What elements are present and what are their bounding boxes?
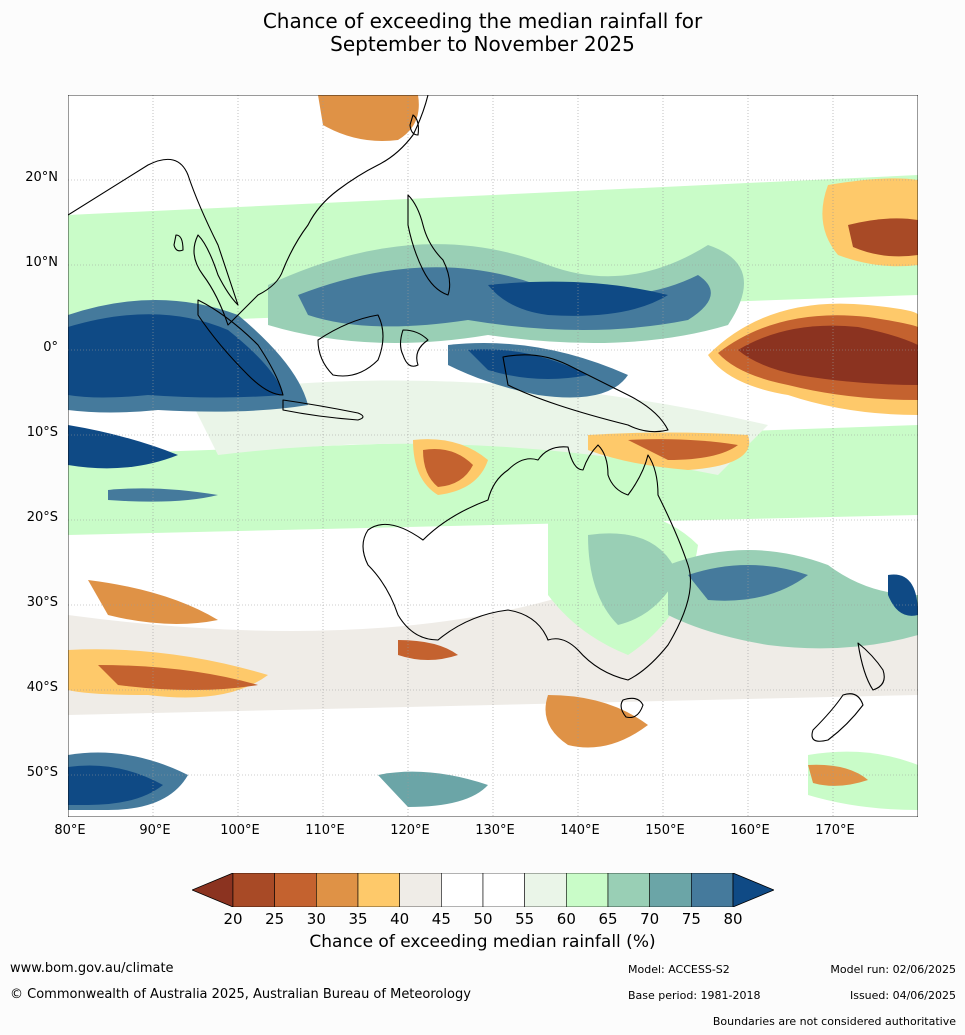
colorbar-tick-label: 75 [681,910,701,928]
probability-fields [68,95,918,810]
colorbar-over-arrow [732,872,776,908]
issued-text: Issued: 04/06/2025 [849,989,956,1002]
website-link[interactable]: www.bom.gov.au/climate [10,961,174,976]
colorbar-tick-label: 65 [598,910,618,928]
lat-label-20n: 20°N [25,170,58,185]
chart-title: Chance of exceeding the median rainfall … [0,10,965,56]
colorbar-segment [649,872,692,908]
model-text: Model: ACCESS-S2 [628,963,730,976]
colorbar-tick-label: 70 [640,910,660,928]
copyright-text: © Commonwealth of Australia 2025, Austra… [10,987,471,1002]
lon-label-130e: 130°E [475,823,515,838]
lat-label-30s: 30°S [26,595,58,610]
lon-label-170e: 170°E [815,823,855,838]
map-canvas [67,94,919,818]
lon-label-110e: 110°E [305,823,345,838]
colorbar-tick-label: 30 [306,910,326,928]
colorbar [190,872,776,908]
colorbar-svg [190,872,776,908]
colorbar-segment [566,872,609,908]
colorbar-tick-label: 50 [473,910,493,928]
model-run-text: Model run: 02/06/2025 [830,963,956,976]
colorbar-tick-label: 40 [390,910,410,928]
new-guinea-coastline [502,354,669,433]
colorbar-segment [607,872,650,908]
new-zealand-coastline [811,642,885,742]
base-period-text: Base period: 1981-2018 [628,989,761,1002]
colorbar-segment [399,872,442,908]
asia-coastline [67,94,429,326]
tasmania-coastline [620,697,644,719]
lon-label-140e: 140°E [560,823,600,838]
colorbar-tick-label: 20 [223,910,243,928]
boundaries-disclaimer: Boundaries are not considered authoritat… [712,1015,956,1028]
lon-label-150e: 150°E [645,823,685,838]
colorbar-segment [691,872,734,908]
colorbar-segment [441,872,484,908]
colorbar-tick-label: 25 [265,910,285,928]
lat-label-40s: 40°S [26,680,58,695]
lat-label-20s: 20°S [26,510,58,525]
colorbar-segment [274,872,317,908]
colorbar-segment [524,872,567,908]
lat-label-10n: 10°N [25,255,58,270]
colorbar-segment [357,872,400,908]
colorbar-segment [482,872,525,908]
title-line-1: Chance of exceeding the median rainfall … [262,9,703,33]
title-line-2: September to November 2025 [330,32,635,56]
rainfall-map [67,94,919,818]
coastlines [67,94,885,742]
sumatra-coastline [197,299,284,396]
colorbar-tick-label: 45 [431,910,451,928]
lon-label-80e: 80°E [54,823,86,838]
lat-label-50s: 50°S [26,765,58,780]
sulawesi-coastline [399,329,429,367]
lon-label-90e: 90°E [139,823,171,838]
lon-label-120e: 120°E [390,823,430,838]
taiwan-coastline [409,114,419,136]
lon-label-100e: 100°E [220,823,260,838]
colorbar-tick-label: 60 [556,910,576,928]
colorbar-tick-label: 55 [515,910,535,928]
colorbar-tick-label: 80 [723,910,743,928]
philippines-coastline [407,194,451,296]
colorbar-tick-label: 35 [348,910,368,928]
borneo-coastline [317,314,384,377]
lat-label-equator: 0° [43,340,58,355]
colorbar-title: Chance of exceeding median rainfall (%) [309,932,656,952]
lon-label-160e: 160°E [730,823,770,838]
colorbar-segment [316,872,359,908]
australia-coastline [362,444,691,681]
colorbar-under-arrow [190,872,234,908]
lat-label-10s: 10°S [26,425,58,440]
java-coastline [282,399,364,421]
sri-lanka-coastline [173,234,184,252]
colorbar-segment [232,872,275,908]
